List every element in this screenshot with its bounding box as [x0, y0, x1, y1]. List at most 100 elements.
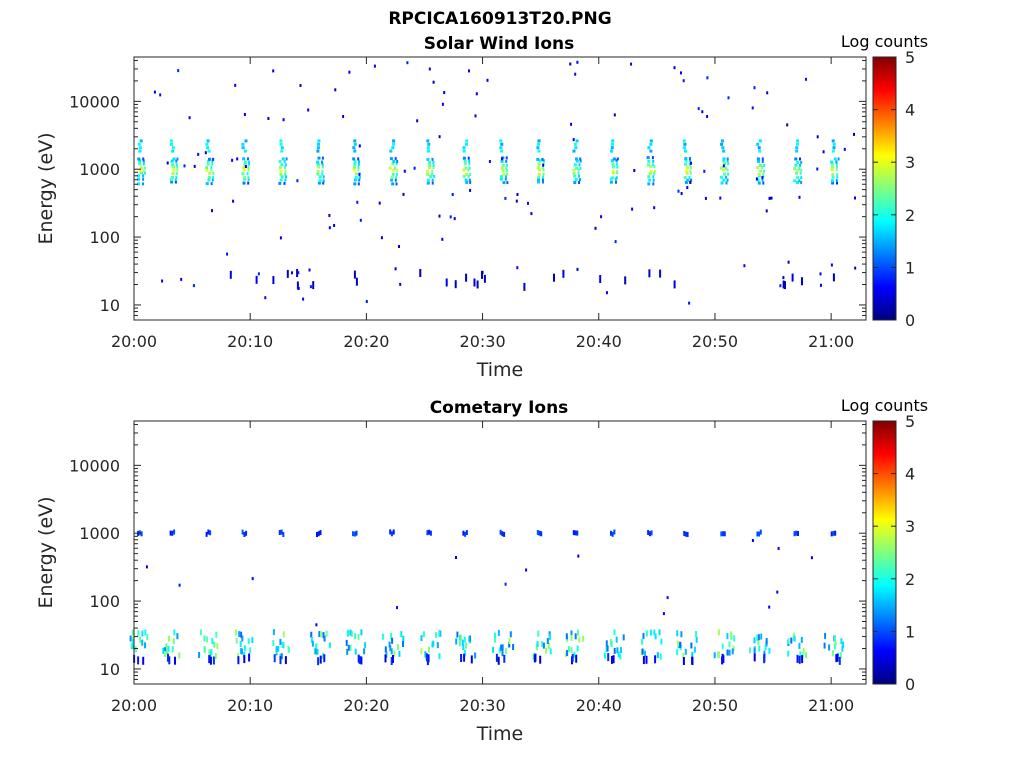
background-count: [753, 86, 756, 90]
spectrogram-cell: [431, 178, 434, 182]
spectrogram-cell: [499, 177, 503, 181]
background-count: [576, 267, 579, 271]
spectrogram-cell: [690, 642, 693, 649]
spectrogram-cell: [395, 172, 398, 176]
spectrogram-cell: [384, 646, 387, 653]
spectrogram-cell: [720, 531, 723, 537]
spectrogram-cell: [352, 157, 356, 161]
spectrogram-cell: [615, 180, 617, 184]
spectrogram-cell: [464, 531, 467, 537]
spectrogram-cell: [398, 650, 401, 657]
background-count: [451, 193, 454, 196]
y-tick-label: 100: [89, 592, 120, 611]
spectrogram-cell: [577, 168, 580, 172]
spectrogram-cell: [354, 633, 357, 640]
low-energy-count: [673, 280, 676, 289]
y-tick-label: 100: [89, 228, 120, 247]
low-energy-count: [445, 278, 448, 287]
spectrogram-cell: [321, 652, 324, 659]
spectrogram-cell: [498, 647, 501, 654]
background-count: [486, 78, 489, 82]
spectrogram-cell: [209, 530, 212, 536]
spectrogram-cell: [317, 142, 320, 146]
spectrogram-cell: [241, 142, 245, 146]
spectrogram-cell: [355, 530, 358, 536]
spectrogram-cell: [502, 181, 506, 185]
spectrogram-cell: [800, 636, 803, 643]
spectrogram-cell: [169, 142, 173, 146]
background-count: [680, 71, 682, 75]
spectrogram-cell: [794, 163, 798, 167]
background-count: [474, 114, 477, 118]
spectrogram-cell: [578, 181, 581, 184]
spectrogram-cell: [463, 636, 466, 643]
spectrogram-cell: [501, 531, 504, 537]
spectrogram-cell: [726, 178, 729, 182]
background-count: [178, 583, 181, 587]
spectrogram-cell: [659, 653, 662, 660]
background-count: [779, 284, 782, 288]
spectrogram-cell: [462, 149, 466, 153]
spectrogram-cell: [316, 160, 319, 164]
spectrogram-cell: [533, 654, 536, 663]
spectrogram-cell: [611, 162, 615, 166]
background-count: [161, 279, 164, 283]
spectrogram-cell: [392, 655, 394, 663]
spectrogram-cell: [610, 146, 614, 150]
spectrogram-cell: [285, 157, 288, 161]
spectrogram-cell: [575, 159, 579, 163]
spectrogram-cell: [721, 146, 725, 150]
spectrogram-cell: [139, 166, 143, 170]
spectrogram-cell: [689, 171, 692, 175]
background-count: [853, 132, 855, 136]
background-count: [296, 179, 299, 183]
spectrogram-cell: [357, 165, 360, 169]
y-tick-label: 1000: [79, 524, 120, 543]
y-tick-label: 10: [100, 660, 120, 679]
x-tick-label: 20:00: [111, 696, 157, 715]
spectrogram-cell: [758, 149, 762, 153]
spectrogram-cell: [347, 644, 350, 651]
background-count: [193, 164, 196, 168]
spectrogram-cell: [429, 175, 433, 178]
spectrogram-cell: [838, 656, 841, 665]
spectrogram-cell: [244, 645, 247, 652]
spectrogram-cell: [136, 182, 140, 186]
spectrogram-cell: [757, 181, 761, 185]
spectrogram-cell: [358, 160, 360, 164]
spectrogram-cell: [431, 181, 434, 185]
spectrogram-cell: [314, 648, 317, 655]
spectrogram-cell: [247, 181, 250, 185]
spectrogram-cell: [508, 638, 511, 644]
panel-title: Cometary Ions: [430, 398, 569, 418]
spectrogram-cell: [346, 630, 349, 637]
background-count: [755, 177, 758, 181]
spectrogram-cell: [353, 531, 356, 537]
spectrogram-cell: [756, 166, 760, 170]
spectrogram-cell: [499, 146, 503, 150]
spectrogram-cell: [648, 531, 651, 537]
spectrogram-cell: [139, 139, 143, 143]
spectrogram-cell: [841, 645, 844, 652]
spectrogram-cell: [210, 168, 213, 172]
spectrogram-cell: [505, 159, 508, 163]
spectrogram-cell: [579, 166, 582, 170]
spectrogram-cell: [248, 653, 251, 662]
spectrogram-cell: [725, 181, 728, 185]
spectrogram-cell: [833, 157, 837, 161]
background-count: [291, 271, 293, 275]
spectrogram-cell: [537, 180, 540, 184]
background-count: [159, 93, 162, 97]
plot-frame: [133, 420, 867, 685]
spectrogram-cell: [392, 529, 395, 535]
x-tick-label: 20:20: [343, 332, 389, 351]
spectrogram-cell: [537, 630, 540, 637]
spectrogram-cell: [171, 172, 175, 176]
spectrogram-cell: [728, 649, 731, 656]
spectrogram-cell: [384, 654, 387, 663]
background-count: [380, 236, 383, 240]
spectrogram-cell: [682, 657, 685, 665]
spectrogram-cell: [211, 159, 214, 163]
spectrogram-cell: [464, 166, 468, 170]
low-energy-count: [523, 282, 526, 291]
